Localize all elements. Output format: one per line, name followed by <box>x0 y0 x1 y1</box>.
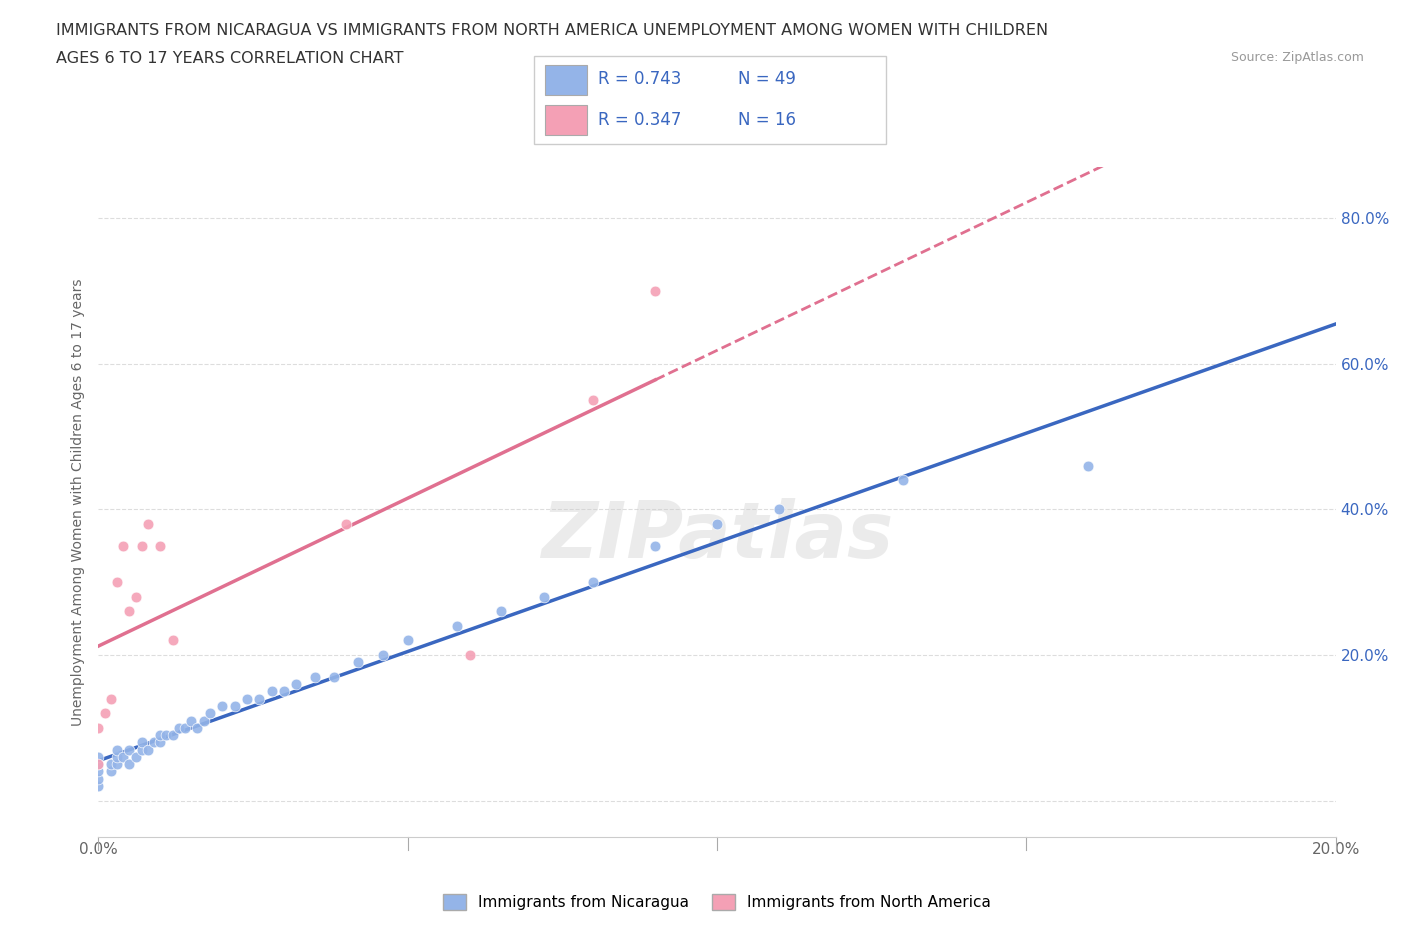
Point <box>149 538 172 553</box>
Point <box>105 575 128 590</box>
Point <box>198 706 221 721</box>
Point <box>87 764 110 779</box>
Text: N = 16: N = 16 <box>738 112 796 129</box>
Point <box>87 757 110 772</box>
Point <box>458 647 481 662</box>
Point <box>87 778 110 793</box>
Point <box>131 742 153 757</box>
Point <box>87 750 110 764</box>
Point <box>533 590 555 604</box>
FancyBboxPatch shape <box>544 105 588 136</box>
Point <box>304 670 326 684</box>
Point <box>105 742 128 757</box>
Point <box>136 516 159 531</box>
FancyBboxPatch shape <box>544 65 588 95</box>
Legend: Immigrants from Nicaragua, Immigrants from North America: Immigrants from Nicaragua, Immigrants fr… <box>437 888 997 916</box>
Point <box>87 721 110 736</box>
Point <box>143 735 166 750</box>
Text: R = 0.743: R = 0.743 <box>598 70 681 88</box>
Point <box>186 721 208 736</box>
Point <box>162 727 184 742</box>
Point <box>105 750 128 764</box>
Point <box>1077 458 1099 473</box>
Point <box>118 742 141 757</box>
Point <box>149 735 172 750</box>
Point <box>93 706 115 721</box>
Point <box>174 721 197 736</box>
Point <box>87 757 110 772</box>
Point <box>118 604 141 618</box>
Point <box>273 684 295 698</box>
Y-axis label: Unemployment Among Women with Children Ages 6 to 17 years: Unemployment Among Women with Children A… <box>72 278 86 726</box>
Point <box>136 742 159 757</box>
Point <box>112 538 135 553</box>
Point <box>124 750 146 764</box>
Point <box>211 698 233 713</box>
Text: ZIPatlas: ZIPatlas <box>541 498 893 574</box>
Point <box>155 727 177 742</box>
Point <box>322 670 344 684</box>
Point <box>347 655 370 670</box>
Point <box>285 677 308 692</box>
Text: Source: ZipAtlas.com: Source: ZipAtlas.com <box>1230 51 1364 64</box>
Point <box>100 691 122 706</box>
Point <box>131 735 153 750</box>
Point <box>644 284 666 299</box>
Point <box>335 516 357 531</box>
Point <box>768 502 790 517</box>
Point <box>644 538 666 553</box>
Point <box>162 633 184 648</box>
Point <box>149 727 172 742</box>
Point <box>260 684 283 698</box>
Point <box>118 757 141 772</box>
Text: R = 0.347: R = 0.347 <box>598 112 681 129</box>
Point <box>180 713 202 728</box>
Point <box>582 392 605 407</box>
Point <box>396 633 419 648</box>
Point <box>167 721 190 736</box>
Text: N = 49: N = 49 <box>738 70 796 88</box>
Point <box>706 516 728 531</box>
Point <box>131 538 153 553</box>
Point <box>582 575 605 590</box>
Point <box>247 691 270 706</box>
Point <box>236 691 259 706</box>
Point <box>193 713 215 728</box>
Point <box>105 757 128 772</box>
Point <box>489 604 512 618</box>
Point <box>87 771 110 786</box>
Point <box>112 750 135 764</box>
Point <box>100 764 122 779</box>
Point <box>371 647 394 662</box>
Text: IMMIGRANTS FROM NICARAGUA VS IMMIGRANTS FROM NORTH AMERICA UNEMPLOYMENT AMONG WO: IMMIGRANTS FROM NICARAGUA VS IMMIGRANTS … <box>56 23 1049 38</box>
Point <box>100 757 122 772</box>
Point <box>124 590 146 604</box>
Point <box>446 618 468 633</box>
Point <box>891 473 914 488</box>
Text: AGES 6 TO 17 YEARS CORRELATION CHART: AGES 6 TO 17 YEARS CORRELATION CHART <box>56 51 404 66</box>
FancyBboxPatch shape <box>534 56 886 144</box>
Point <box>224 698 246 713</box>
